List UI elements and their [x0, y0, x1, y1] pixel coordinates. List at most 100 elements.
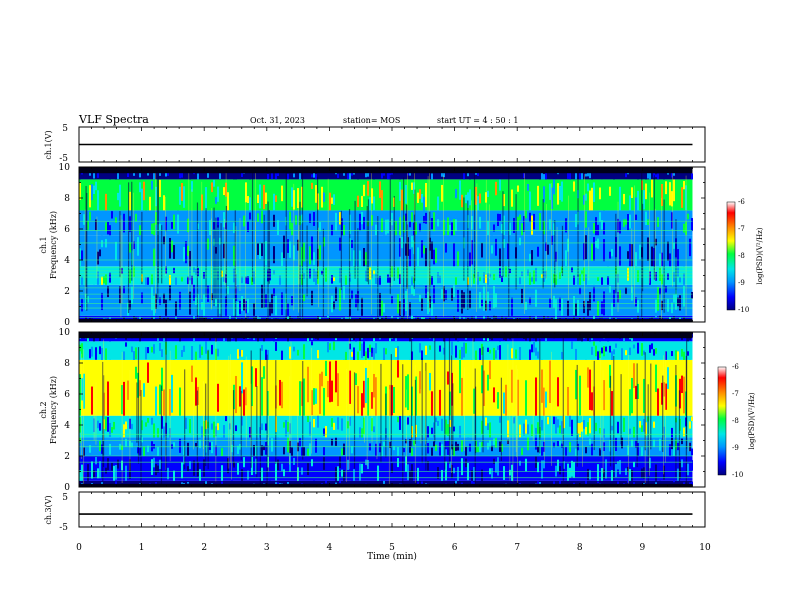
- spectrum-cell: [227, 213, 229, 234]
- spectrum-cell: [597, 238, 599, 249]
- spectrum-cell: [117, 351, 119, 359]
- spectrum-cell: [373, 348, 375, 360]
- spectrum-cell: [313, 172, 315, 178]
- spectrum-cell: [635, 385, 637, 400]
- spectrum-cell: [531, 276, 533, 282]
- spectrum-cell: [513, 363, 515, 403]
- spectrum-cell: [591, 243, 593, 261]
- spectrum-cell: [491, 468, 493, 479]
- xtick-0: 0: [76, 543, 82, 553]
- spectrum-cell: [495, 350, 497, 359]
- spectrum-cell: [471, 470, 473, 481]
- spectrum-cell: [133, 351, 135, 360]
- spectrum-cell: [351, 446, 353, 454]
- spectrum-cell: [89, 185, 91, 208]
- spectrum-cell: [187, 481, 189, 484]
- spectrum-cell: [199, 469, 201, 481]
- spectrum-cell: [233, 268, 235, 283]
- spectrum-cell: [509, 360, 511, 373]
- spectrum-cell: [261, 467, 263, 481]
- spectrum-cell: [401, 236, 403, 249]
- spectrum-cell: [355, 420, 357, 430]
- spectrum-cell: [95, 456, 97, 465]
- spectrum-cell: [611, 470, 613, 481]
- spectrum-cell: [523, 216, 525, 232]
- spectrum-cell: [681, 286, 683, 297]
- spectrum-cell: [579, 287, 581, 295]
- spectrum-cell: [467, 192, 469, 208]
- spectrum-cell: [255, 445, 257, 456]
- spectrum-cell: [207, 220, 209, 228]
- spectrum-cell: [499, 416, 501, 423]
- spectrum-cell: [603, 481, 605, 486]
- spectrum-cell: [385, 316, 387, 320]
- spectrum-cell: [499, 345, 501, 360]
- spectrum-cell: [395, 221, 397, 236]
- spectrum-cell: [503, 215, 505, 236]
- spectrum-cell: [435, 444, 437, 452]
- spectrum-cell: [417, 481, 419, 484]
- spectrum-cell: [185, 241, 187, 264]
- spectrum-cell: [483, 370, 485, 406]
- spectrum-cell: [303, 447, 305, 456]
- spectrum-cell: [593, 237, 595, 261]
- spectrum-cell: [413, 440, 415, 446]
- spectrum-cell: [461, 458, 463, 476]
- spectrum-cell: [341, 448, 343, 456]
- spectrum-cell: [651, 444, 653, 450]
- spectrum-cell: [661, 252, 663, 267]
- spectrum-cell: [559, 425, 561, 434]
- spectrum-cell: [487, 190, 489, 197]
- spectrum-cell: [245, 182, 247, 203]
- spectrum-cell: [441, 184, 443, 202]
- spectrum-cell: [93, 239, 95, 258]
- spectrum-cell: [287, 421, 289, 432]
- spectrum-cell: [185, 186, 187, 206]
- spectrum-cell: [505, 337, 507, 341]
- spectrum-cell: [655, 215, 657, 230]
- spectrum-cell: [125, 421, 127, 430]
- spectrum-cell: [395, 253, 397, 265]
- spectrum-cell: [185, 468, 187, 481]
- spectrum-cell: [79, 182, 81, 200]
- spectrum-cell: [333, 301, 335, 310]
- spectrum-cell: [253, 271, 255, 285]
- spectrum-cell: [479, 458, 481, 478]
- spectrum-cell: [575, 458, 577, 471]
- spectrum-cell: [597, 464, 599, 481]
- spectrum-cell: [491, 222, 493, 236]
- spectrum-cell: [269, 463, 271, 481]
- spectrum-cell: [657, 342, 659, 356]
- spectrum-cell: [645, 183, 647, 200]
- spectrum-cell: [501, 467, 503, 479]
- spectrum-cell: [503, 194, 505, 207]
- spectrum-cell: [421, 298, 423, 311]
- xtick-3: 3: [264, 543, 270, 553]
- spectrum-cell: [573, 316, 575, 321]
- spectrum-cell: [535, 289, 537, 307]
- spectrum-cell: [303, 378, 305, 416]
- spectrum-cell: [439, 275, 441, 284]
- spectrum-cell: [343, 224, 345, 236]
- spectrum-cell: [657, 275, 659, 282]
- spectrum-cell: [399, 217, 401, 236]
- spectrum-cell: [565, 250, 567, 267]
- spectrum-cell: [497, 481, 499, 486]
- spectrum-cell: [381, 218, 383, 233]
- spectrum-cell: [517, 216, 519, 231]
- spectrum-cell: [393, 348, 395, 359]
- spectrum-cell: [455, 188, 457, 199]
- spectrum-cell: [563, 223, 565, 233]
- spectrum-cell: [503, 420, 505, 428]
- spectrum-cell: [445, 242, 447, 253]
- spectrum-cell: [441, 444, 443, 456]
- spectrum-cell: [131, 423, 133, 430]
- spectrum-cell: [463, 170, 465, 180]
- spectrum-cell: [133, 481, 135, 486]
- spectrum-cell: [409, 221, 411, 228]
- spectrum-cell: [687, 299, 689, 311]
- spectrum-cell: [341, 418, 343, 431]
- spectrum-cell: [111, 211, 113, 219]
- spectrum-cell: [307, 337, 309, 342]
- spectrum-cell: [311, 459, 313, 467]
